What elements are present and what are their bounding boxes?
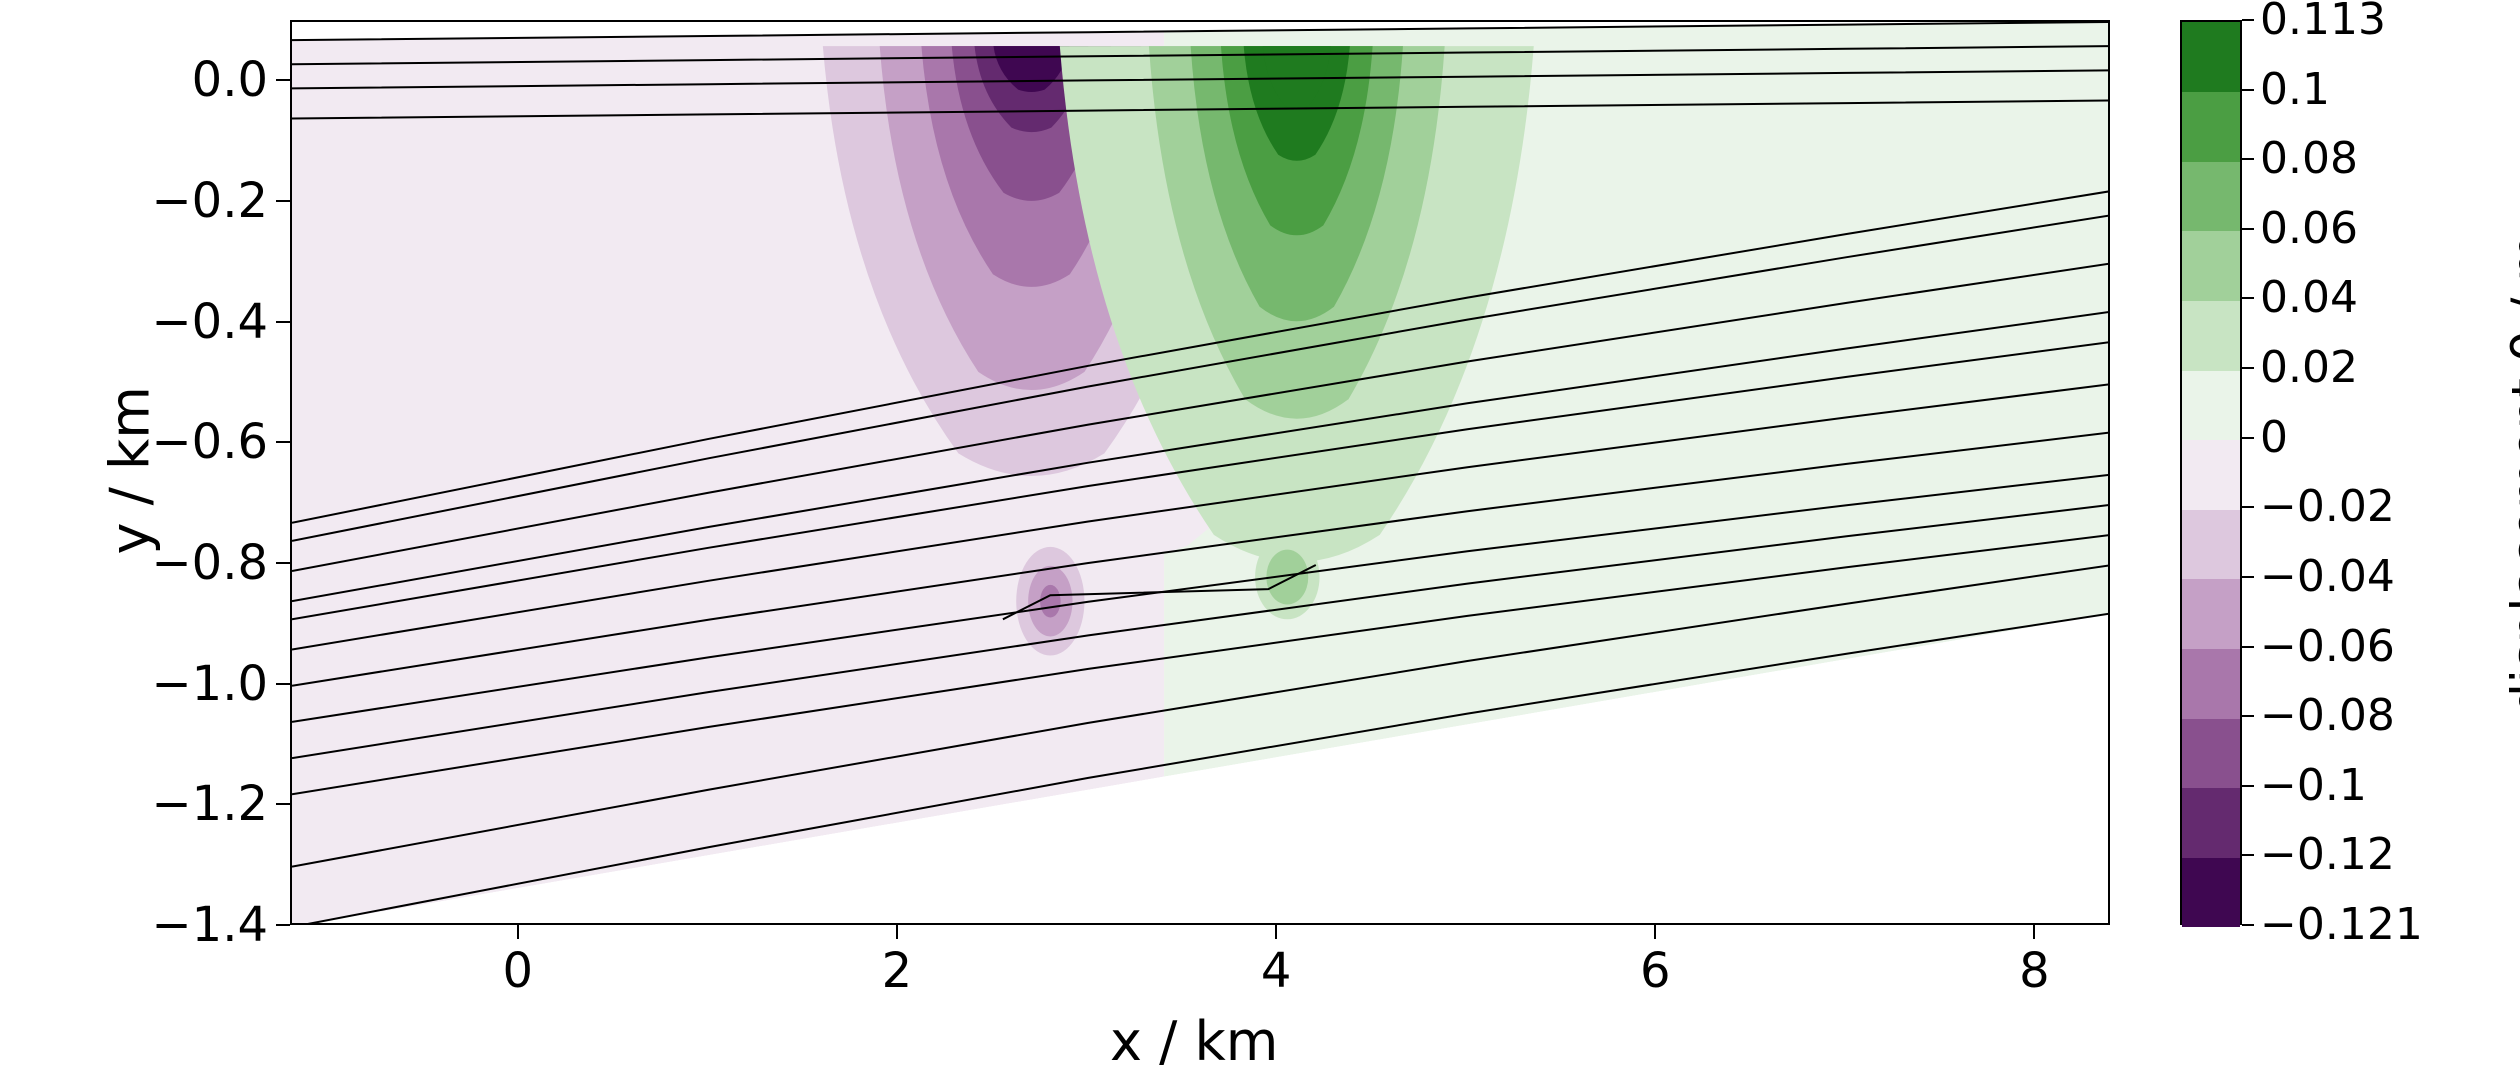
colorbar-tick-mark xyxy=(2242,854,2254,856)
y-tick-label: −0.6 xyxy=(151,414,268,470)
x-tick-label: 0 xyxy=(503,943,534,999)
colorbar-tick-mark xyxy=(2242,924,2254,926)
colorbar-segment xyxy=(2182,649,2240,719)
colorbar-tick-mark xyxy=(2242,158,2254,160)
colorbar-tick-label: 0.113 xyxy=(2260,0,2386,45)
y-tick-label: −0.8 xyxy=(151,535,268,591)
y-tick-label: 0.0 xyxy=(192,52,268,108)
colorbar-segment xyxy=(2182,440,2240,510)
colorbar xyxy=(2180,20,2242,925)
colorbar-tick-mark xyxy=(2242,646,2254,648)
colorbar-segment xyxy=(2182,161,2240,231)
colorbar-tick-mark xyxy=(2242,785,2254,787)
y-tick-mark xyxy=(276,79,290,81)
colorbar-tick-mark xyxy=(2242,576,2254,578)
colorbar-tick-label: −0.121 xyxy=(2260,899,2423,950)
figure: y / km x / km 02468 0.0−0.2−0.4−0.6−0.8−… xyxy=(0,0,2520,1080)
x-tick-mark xyxy=(1654,925,1656,939)
colorbar-tick-mark xyxy=(2242,437,2254,439)
colorbar-segment xyxy=(2182,718,2240,788)
y-tick-label: −1.0 xyxy=(151,656,268,712)
colorbar-tick-mark xyxy=(2242,506,2254,508)
colorbar-tick-label: −0.12 xyxy=(2260,829,2395,880)
y-tick-label: −1.2 xyxy=(151,776,268,832)
x-tick-mark xyxy=(896,925,898,939)
colorbar-tick-mark xyxy=(2242,228,2254,230)
colorbar-tick-label: 0.04 xyxy=(2260,272,2358,323)
colorbar-tick-label: −0.04 xyxy=(2260,551,2395,602)
x-tick-label: 6 xyxy=(1640,943,1671,999)
x-axis-label: x / km xyxy=(1110,1010,1278,1073)
colorbar-tick-label: −0.06 xyxy=(2260,621,2395,672)
y-tick-mark xyxy=(276,803,290,805)
colorbar-tick-label: 0.08 xyxy=(2260,133,2358,184)
y-tick-mark xyxy=(276,924,290,926)
colorbar-tick-label: 0.06 xyxy=(2260,203,2358,254)
colorbar-tick-label: 0 xyxy=(2260,412,2288,463)
plot-area xyxy=(290,20,2110,925)
y-tick-label: −1.4 xyxy=(151,897,268,953)
colorbar-segment xyxy=(2182,579,2240,649)
colorbar-tick-label: 0.02 xyxy=(2260,342,2358,393)
colorbar-segment xyxy=(2182,92,2240,162)
colorbar-tick-label: −0.1 xyxy=(2260,760,2367,811)
x-tick-mark xyxy=(2033,925,2035,939)
colorbar-segment xyxy=(2182,300,2240,370)
x-tick-label: 8 xyxy=(2019,943,2050,999)
colorbar-tick-mark xyxy=(2242,89,2254,91)
y-tick-mark xyxy=(276,321,290,323)
y-tick-mark xyxy=(276,683,290,685)
colorbar-tick-mark xyxy=(2242,297,2254,299)
colorbar-segment xyxy=(2182,788,2240,858)
colorbar-tick-mark xyxy=(2242,715,2254,717)
x-tick-mark xyxy=(1275,925,1277,939)
y-tick-mark xyxy=(276,200,290,202)
y-tick-mark xyxy=(276,562,290,564)
colorbar-axis-label: displacement 0 / m xyxy=(2501,224,2520,724)
contour-svg xyxy=(292,22,2110,925)
colorbar-segment xyxy=(2182,509,2240,579)
x-tick-label: 4 xyxy=(1261,943,1292,999)
colorbar-tick-label: 0.1 xyxy=(2260,64,2330,115)
colorbar-segment xyxy=(2182,857,2240,927)
x-tick-label: 2 xyxy=(882,943,913,999)
colorbar-tick-mark xyxy=(2242,367,2254,369)
colorbar-segment xyxy=(2182,22,2240,92)
x-tick-mark xyxy=(517,925,519,939)
colorbar-tick-label: −0.08 xyxy=(2260,690,2395,741)
colorbar-tick-mark xyxy=(2242,19,2254,21)
colorbar-tick-label: −0.02 xyxy=(2260,481,2395,532)
y-tick-label: −0.2 xyxy=(151,173,268,229)
colorbar-segment xyxy=(2182,231,2240,301)
colorbar-segment xyxy=(2182,370,2240,440)
y-tick-label: −0.4 xyxy=(151,294,268,350)
y-tick-mark xyxy=(276,441,290,443)
